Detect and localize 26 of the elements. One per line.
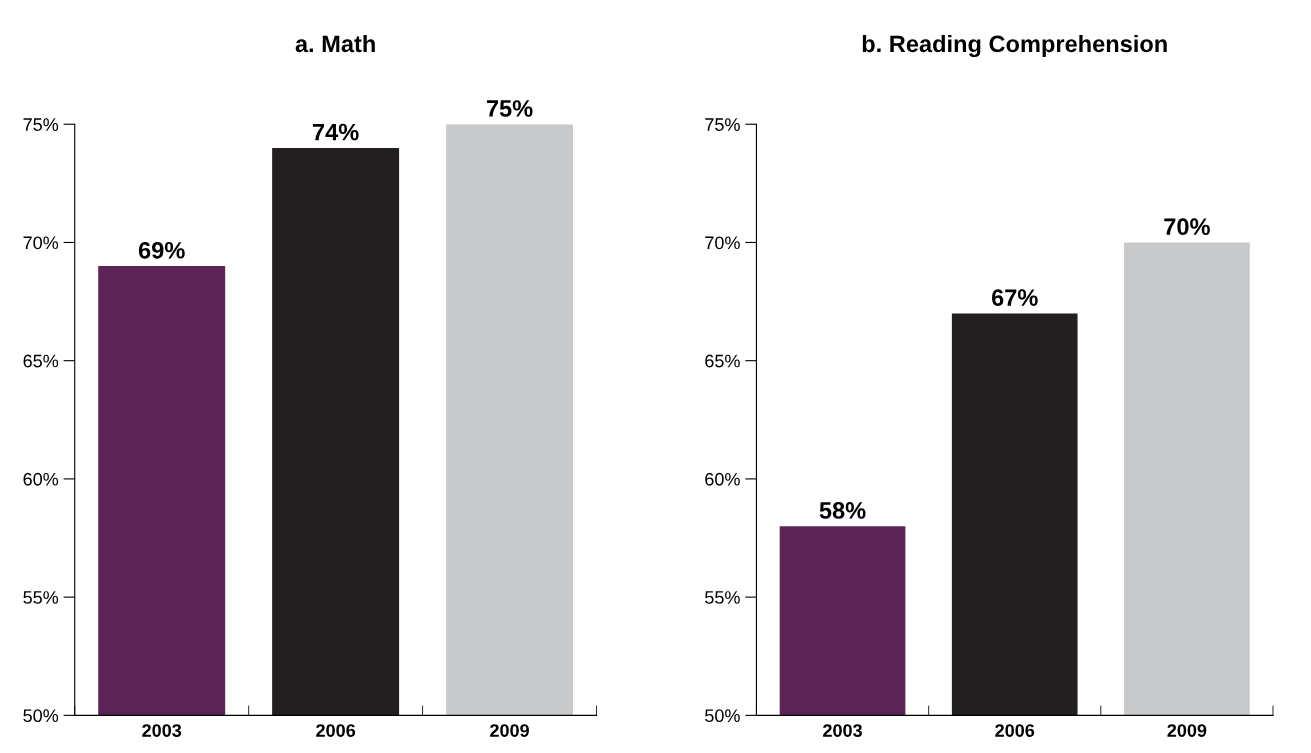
x-tick-label: 2006 [316,724,356,737]
data-label: 70% [1164,218,1210,236]
data-label: 69% [138,241,185,259]
y-tick-label: 65% [705,354,740,368]
x-tick-label: 2009 [490,724,529,737]
x-tick-label: 2003 [823,724,862,737]
y-tick-label: 60% [23,472,59,486]
y-tick-label: 75% [705,118,740,131]
y-tick-label: 50% [23,709,59,723]
chart-title: b. Reading Comprehension [862,34,1167,58]
data-label: 58% [819,502,866,519]
data-label: 67% [991,289,1038,306]
y-tick-label: 70% [705,236,740,250]
x-tick-label: 2006 [995,724,1035,737]
y-tick-label: 60% [705,472,740,486]
data-label: 74% [313,123,359,141]
y-tick-label: 75% [23,118,59,131]
x-tick-label: 2003 [142,724,182,737]
y-tick-label: 70% [23,236,59,250]
y-tick-label: 50% [705,709,740,723]
y-tick-label: 55% [705,591,740,604]
y-tick-label: 65% [23,354,59,368]
chart-title: a. Math [295,34,375,53]
x-tick-label: 2009 [1167,724,1207,737]
y-tick-label: 55% [23,591,59,604]
data-label: 75% [486,100,533,117]
